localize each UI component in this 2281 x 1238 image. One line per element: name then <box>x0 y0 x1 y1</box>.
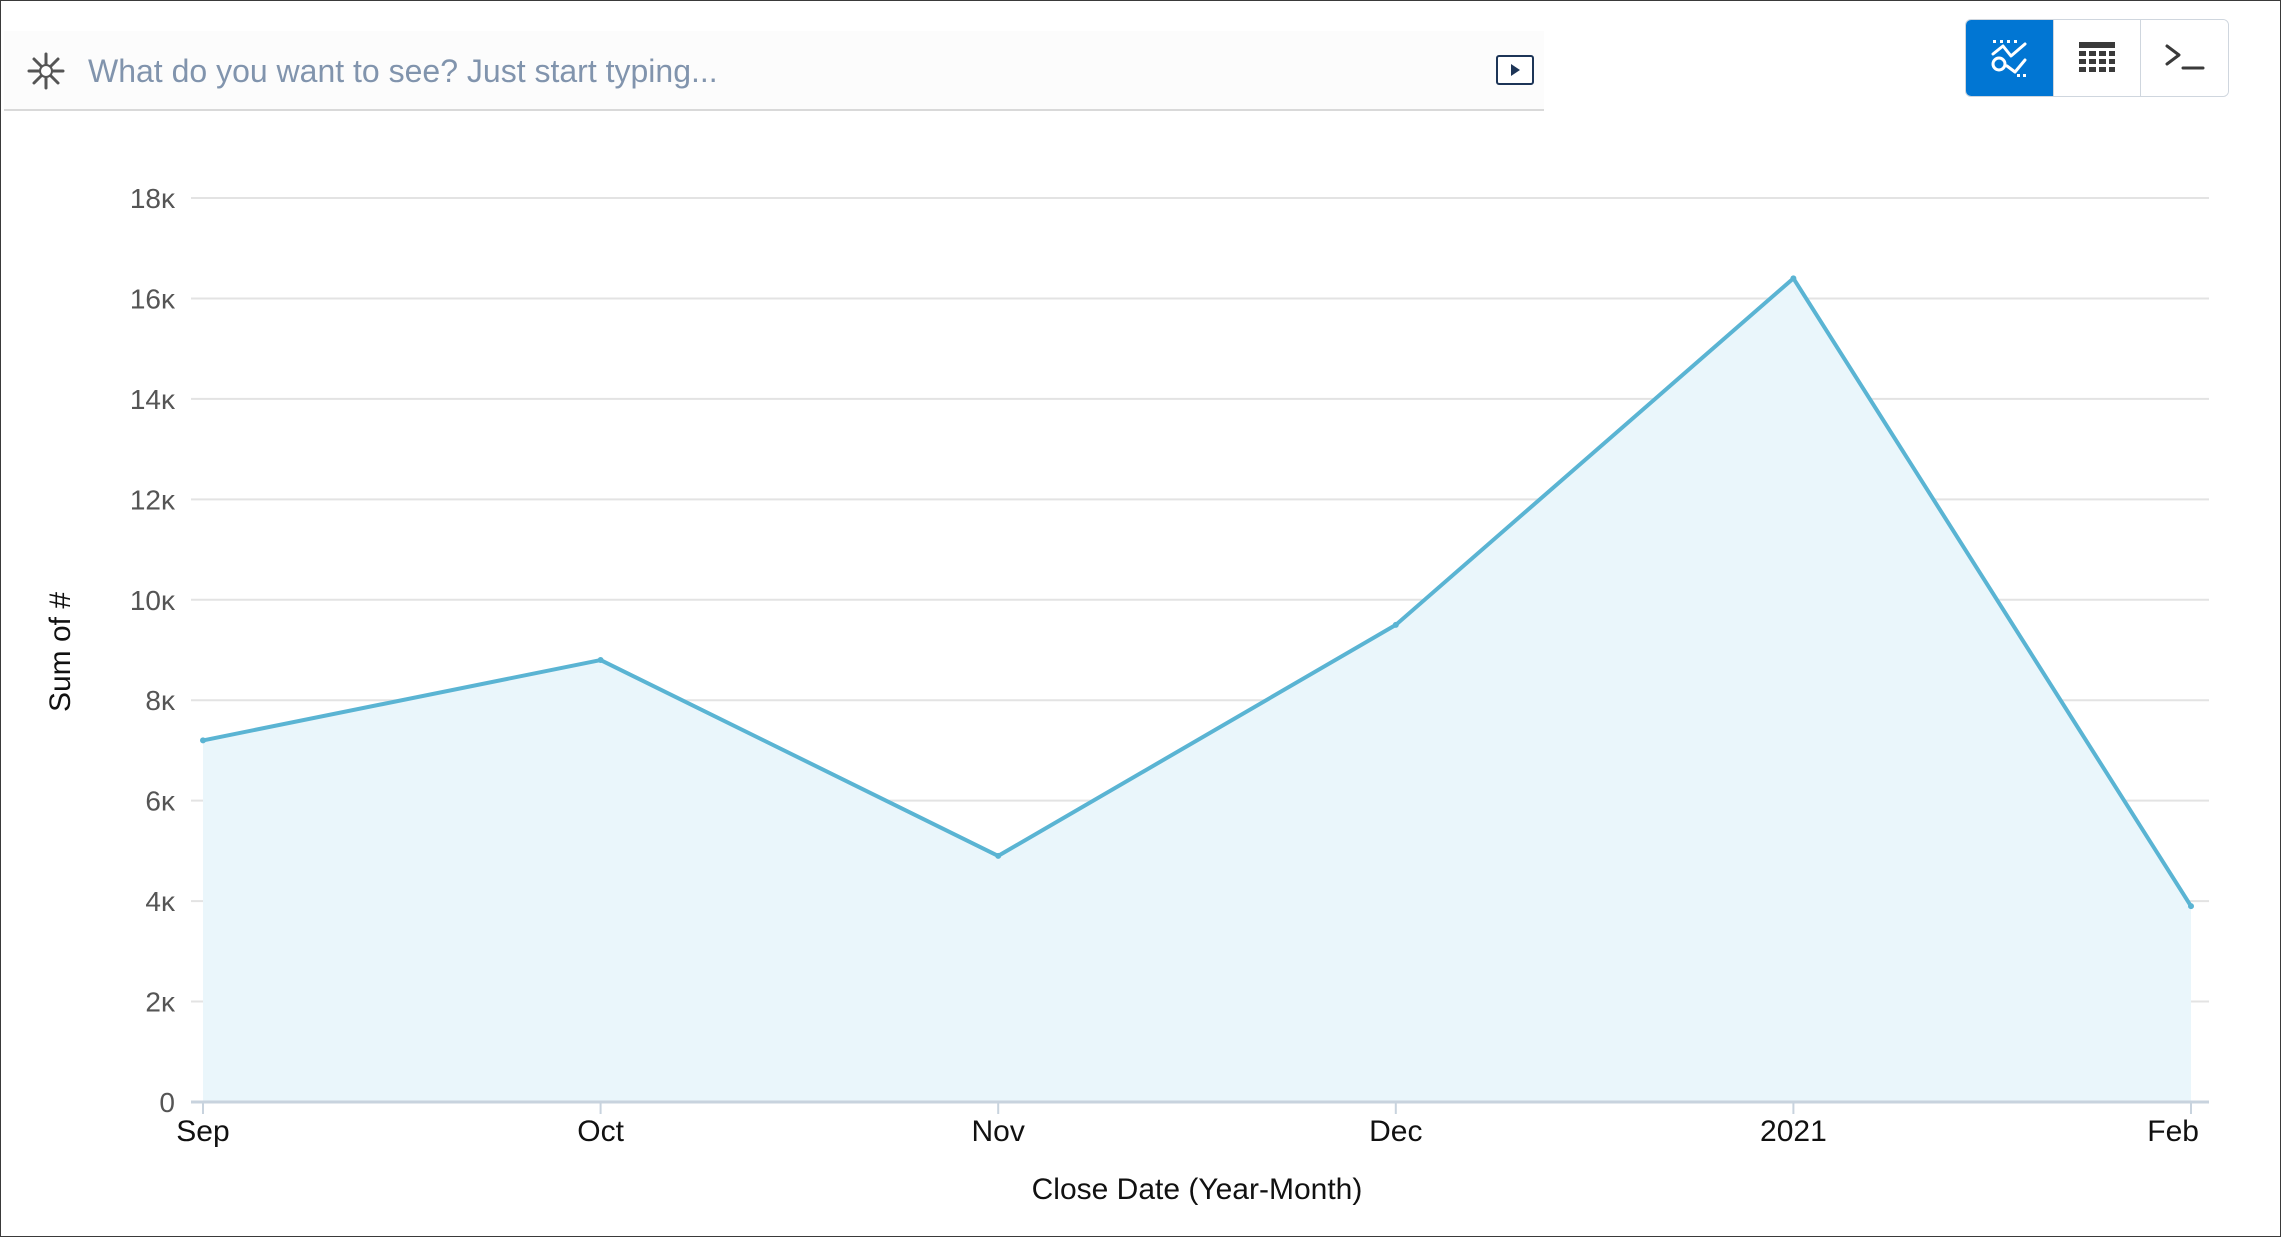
y-tick-label: 2ĸ <box>145 987 176 1018</box>
search-input[interactable] <box>86 45 1450 97</box>
data-point[interactable] <box>2188 903 2194 910</box>
data-point[interactable] <box>597 657 604 664</box>
query-view-button[interactable] <box>2140 20 2228 96</box>
data-point[interactable] <box>1392 621 1399 628</box>
y-tick-label: 0 <box>159 1087 175 1118</box>
y-axis-title: Sum of # <box>44 592 77 712</box>
x-tick-label: Oct <box>577 1115 624 1148</box>
y-tick-label: 12ĸ <box>130 484 176 515</box>
view-toggle <box>1965 19 2229 97</box>
sparkle-icon <box>27 52 65 90</box>
data-point[interactable] <box>995 852 1002 859</box>
y-tick-label: 4ĸ <box>145 886 176 917</box>
chart-icon <box>1991 40 2027 77</box>
x-axis-title: Close Date (Year-Month) <box>1032 1173 1363 1206</box>
run-query-button[interactable] <box>1496 55 1534 85</box>
x-tick-label: Nov <box>972 1115 1025 1148</box>
x-tick-label: Dec <box>1369 1115 1422 1148</box>
x-tick-label: 2021 <box>1760 1115 1827 1148</box>
play-icon <box>1511 64 1520 76</box>
terminal-icon <box>2165 44 2205 70</box>
y-tick-label: 8ĸ <box>145 685 176 716</box>
series-line <box>202 276 2193 908</box>
table-view-button[interactable] <box>2052 20 2141 96</box>
x-tick-label: Feb <box>2147 1115 2199 1148</box>
chart-view-button[interactable] <box>1966 20 2053 96</box>
x-tick-label: Sep <box>176 1115 229 1148</box>
area-fill <box>203 278 2191 1102</box>
data-point[interactable] <box>200 737 206 744</box>
y-tick-label: 14ĸ <box>130 384 176 415</box>
y-tick-label: 6ĸ <box>145 786 176 817</box>
data-point[interactable] <box>1790 275 1797 282</box>
y-tick-label: 18ĸ <box>130 183 176 214</box>
table-icon <box>2079 42 2115 72</box>
y-tick-label: 10ĸ <box>130 585 176 616</box>
search-bar <box>4 31 1544 111</box>
y-tick-label: 16ĸ <box>130 283 176 314</box>
